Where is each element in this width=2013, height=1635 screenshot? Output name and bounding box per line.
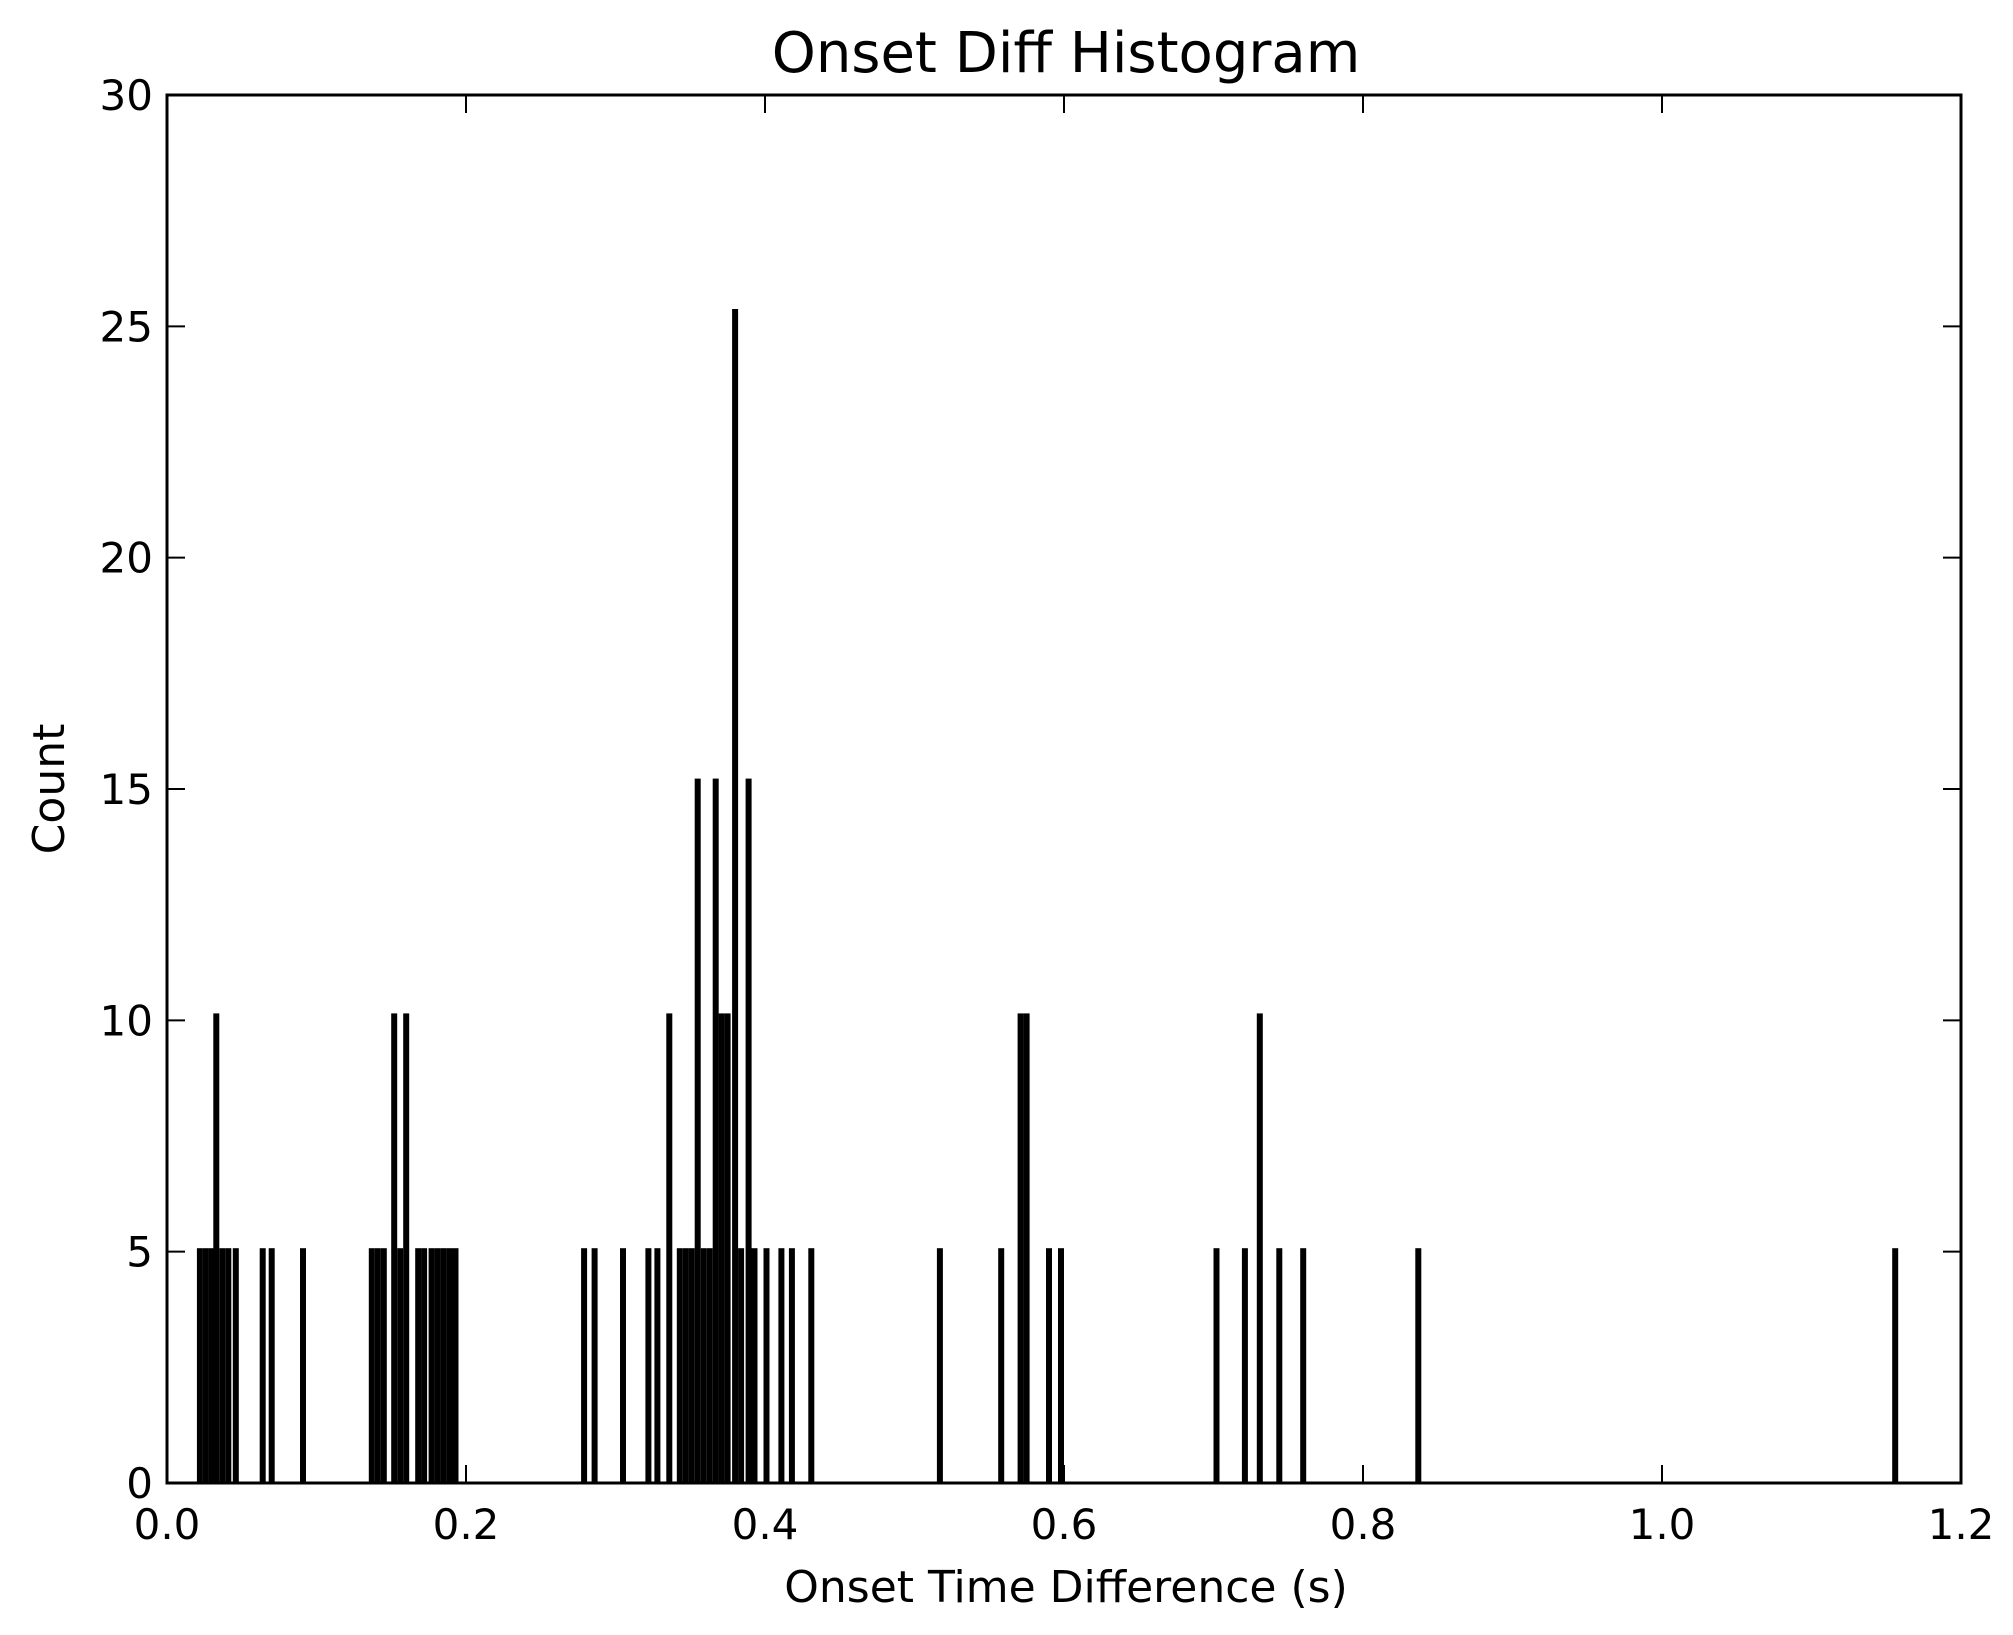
- histogram-bar: [219, 1248, 226, 1483]
- histogram-bar: [591, 1248, 598, 1483]
- histogram-bar: [232, 1248, 239, 1483]
- histogram-bar: [374, 1248, 381, 1483]
- histogram-bar: [368, 1248, 375, 1483]
- histogram-bar: [1213, 1248, 1220, 1483]
- histogram-bar: [1046, 1248, 1052, 1483]
- histogram-bar: [645, 1248, 652, 1483]
- histogram-bar: [428, 1248, 435, 1483]
- x-tick-label: 0.8: [1330, 1500, 1397, 1549]
- histogram-bar: [732, 309, 739, 1483]
- histogram-bar: [676, 1248, 683, 1483]
- histogram-bar: [440, 1248, 447, 1483]
- x-axis-label: Onset Time Difference (s): [784, 1562, 1348, 1613]
- y-tick-label: 30: [100, 71, 153, 120]
- x-tick-label: 0.4: [732, 1500, 799, 1549]
- histogram-bar: [1300, 1248, 1307, 1483]
- chart-title: Onset Diff Histogram: [772, 21, 1361, 86]
- histogram-bar: [452, 1248, 459, 1483]
- histogram-bar: [1017, 1013, 1024, 1483]
- histogram-bar: [688, 1248, 695, 1483]
- histogram-bar: [391, 1013, 398, 1483]
- histogram-bar: [700, 1248, 707, 1483]
- bar-series: [196, 309, 1899, 1483]
- histogram-bar: [225, 1248, 232, 1483]
- histogram-bar: [415, 1248, 422, 1483]
- histogram-bar: [1276, 1248, 1283, 1483]
- histogram-bar: [751, 1248, 758, 1483]
- histogram-bar: [446, 1248, 453, 1483]
- histogram-bar: [694, 778, 701, 1483]
- histogram-bar: [620, 1248, 626, 1483]
- histogram-bar: [380, 1248, 387, 1483]
- histogram-bar: [763, 1248, 770, 1483]
- histogram-bar: [1241, 1248, 1248, 1483]
- histogram-bar: [1058, 1248, 1064, 1483]
- histogram-bar: [682, 1248, 689, 1483]
- x-tick-label: 0.0: [134, 1500, 201, 1549]
- y-tick-label: 5: [126, 1228, 153, 1277]
- histogram-bar: [1415, 1248, 1422, 1483]
- histogram-bar: [738, 1248, 745, 1483]
- histogram-bar: [434, 1248, 441, 1483]
- histogram-bar: [397, 1248, 404, 1483]
- histogram-bar: [268, 1248, 275, 1483]
- x-tick-labels: 0.0 0.2 0.4 0.6 0.8 1.0 1.2: [134, 1500, 1995, 1549]
- histogram-bar: [718, 1013, 725, 1483]
- x-tick-label: 1.2: [1928, 1500, 1995, 1549]
- y-tick-label: 0: [126, 1459, 153, 1508]
- x-tick-label: 1.0: [1629, 1500, 1696, 1549]
- histogram-bar: [712, 778, 719, 1483]
- histogram-bar: [213, 1013, 220, 1483]
- plot-area-frame: [165, 93, 1963, 1485]
- x-tick-label: 0.6: [1031, 1500, 1098, 1549]
- histogram-bar: [778, 1248, 785, 1483]
- histogram-bar: [788, 1248, 795, 1483]
- y-tick-label: 10: [100, 996, 153, 1045]
- histogram-bar: [666, 1013, 673, 1483]
- histogram-bar: [421, 1248, 428, 1483]
- histogram-bar: [202, 1248, 209, 1483]
- histogram-bar: [208, 1248, 215, 1483]
- histogram-bar: [196, 1248, 203, 1483]
- histogram-bar: [1023, 1013, 1030, 1483]
- histogram-bar: [936, 1248, 943, 1483]
- y-axis-label: Count: [24, 724, 75, 855]
- histogram-bar: [581, 1248, 588, 1483]
- histogram-bar: [300, 1248, 306, 1483]
- histogram-bar: [724, 1013, 731, 1483]
- y-tick-label: 15: [100, 765, 153, 814]
- histogram-bar: [259, 1248, 266, 1483]
- histogram-bar: [403, 1013, 410, 1483]
- histogram-bar: [654, 1248, 661, 1483]
- histogram-bar: [706, 1248, 713, 1483]
- y-tick-label: 25: [100, 302, 153, 351]
- histogram-bar: [808, 1248, 815, 1483]
- histogram-bar: [745, 778, 752, 1483]
- histogram-bar: [1256, 1013, 1263, 1483]
- histogram-bar: [1892, 1248, 1899, 1483]
- x-tick-label: 0.2: [433, 1500, 500, 1549]
- histogram-bar: [998, 1248, 1005, 1483]
- y-tick-label: 20: [100, 534, 153, 583]
- y-tick-labels: 0 5 10 15 20 25 30: [100, 71, 153, 1508]
